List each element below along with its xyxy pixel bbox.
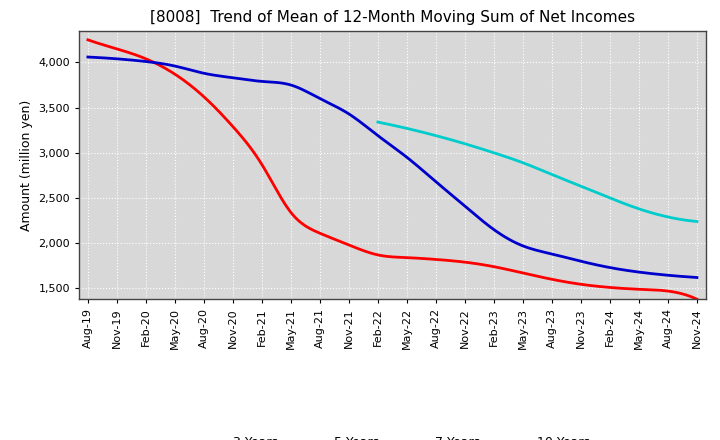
3 Years: [597, 284, 606, 290]
Y-axis label: Amount (million yen): Amount (million yen): [20, 99, 33, 231]
5 Years: [446, 191, 455, 197]
3 Years: [456, 259, 465, 264]
7 Years: [662, 214, 671, 220]
3 Years: [446, 258, 455, 263]
5 Years: [597, 263, 606, 268]
3 Years: [84, 37, 92, 43]
5 Years: [444, 190, 453, 195]
Title: [8008]  Trend of Mean of 12-Month Moving Sum of Net Incomes: [8008] Trend of Mean of 12-Month Moving …: [150, 11, 635, 26]
7 Years: [564, 178, 572, 183]
Line: 7 Years: 7 Years: [378, 122, 697, 221]
3 Years: [693, 297, 701, 302]
Line: 5 Years: 5 Years: [88, 57, 697, 278]
5 Years: [456, 200, 465, 205]
7 Years: [569, 180, 577, 186]
5 Years: [84, 55, 92, 60]
5 Years: [636, 270, 644, 275]
3 Years: [636, 286, 644, 292]
5 Years: [86, 55, 94, 60]
7 Years: [374, 119, 382, 125]
3 Years: [86, 38, 94, 43]
Line: 3 Years: 3 Years: [88, 40, 697, 299]
7 Years: [642, 209, 651, 214]
7 Years: [374, 120, 383, 125]
5 Years: [693, 275, 701, 280]
7 Years: [693, 219, 701, 224]
Legend: 3 Years, 5 Years, 7 Years, 10 Years: 3 Years, 5 Years, 7 Years, 10 Years: [190, 431, 595, 440]
7 Years: [562, 178, 571, 183]
3 Years: [444, 258, 453, 263]
